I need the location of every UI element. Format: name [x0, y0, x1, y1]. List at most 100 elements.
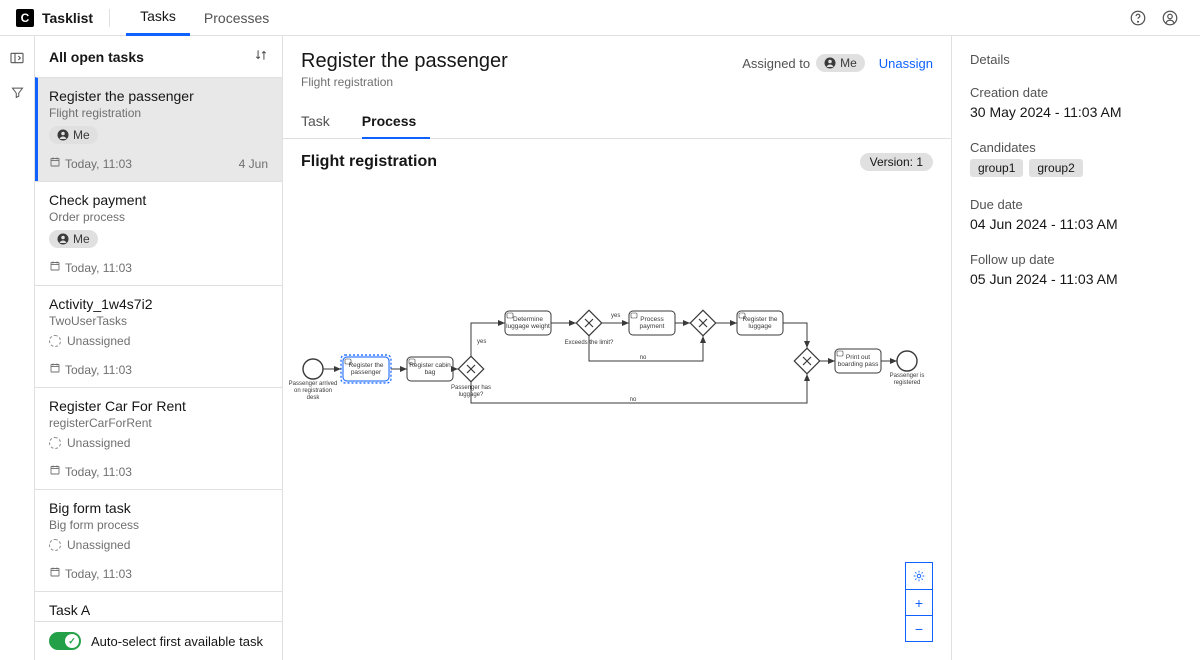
- due-date-label: Due date: [970, 197, 1182, 212]
- followup-date-label: Follow up date: [970, 252, 1182, 267]
- candidate-chip: group2: [1029, 159, 1082, 177]
- svg-text:boarding pass: boarding pass: [838, 361, 880, 368]
- task-sub-tabs: Task Process: [283, 103, 951, 139]
- calendar-icon: [49, 260, 61, 275]
- calendar-icon: [49, 464, 61, 479]
- sub-tab-task[interactable]: Task: [301, 103, 344, 138]
- followup-date-value: 05 Jun 2024 - 11:03 AM: [970, 271, 1182, 287]
- task-item-process: TwoUserTasks: [49, 314, 268, 328]
- top-tab-tasks[interactable]: Tasks: [126, 0, 190, 36]
- process-title: Flight registration: [301, 153, 437, 171]
- bpmn-canvas[interactable]: Passenger arrived on registration desk R…: [283, 179, 951, 660]
- svg-text:Process: Process: [640, 316, 664, 323]
- app-name: Tasklist: [42, 10, 93, 26]
- unassigned-icon: [49, 437, 61, 449]
- app-logo: C: [16, 9, 34, 27]
- user-avatar-icon[interactable]: [1154, 2, 1186, 34]
- calendar-icon: [49, 566, 61, 581]
- task-detail-title: Register the passenger: [301, 50, 508, 73]
- svg-text:Passenger is: Passenger is: [890, 373, 925, 379]
- svg-text:luggage weight: luggage weight: [506, 323, 550, 330]
- unassigned-label: Unassigned: [49, 334, 130, 348]
- details-panel: Details Creation date 30 May 2024 - 11:0…: [952, 36, 1200, 660]
- auto-select-label: Auto-select first available task: [91, 634, 263, 649]
- task-item-process: Flight registration: [49, 106, 268, 120]
- task-list-item[interactable]: Big form task Big form process Unassigned T…: [35, 489, 282, 591]
- task-item-process: Big form process: [49, 518, 268, 532]
- task-item-date: Today, 11:03: [49, 260, 132, 275]
- svg-text:payment: payment: [640, 323, 665, 330]
- details-heading: Details: [970, 52, 1182, 67]
- task-item-title: Task A: [49, 602, 268, 618]
- task-list-item[interactable]: Register Car For RentregisterCarForRentU…: [35, 387, 282, 489]
- candidate-chip: group1: [970, 159, 1023, 177]
- collapse-panel-icon[interactable]: [9, 50, 25, 69]
- task-item-title: Register Car For Rent: [49, 398, 268, 414]
- sidebar-heading: All open tasks: [49, 49, 144, 65]
- task-list-item[interactable]: Register the passengerFlight registratio…: [35, 77, 282, 181]
- task-sidebar: All open tasks Register the passengerFli…: [35, 36, 283, 660]
- top-tabs: TasksProcesses: [126, 0, 283, 36]
- svg-text:Determine: Determine: [513, 316, 543, 323]
- svg-text:Register cabin: Register cabin: [409, 362, 451, 369]
- top-bar: C Tasklist TasksProcesses: [0, 0, 1200, 36]
- task-item-title: Big form task: [49, 500, 268, 516]
- task-item-process: Order process: [49, 210, 268, 224]
- task-list-item[interactable]: Check payment Order process Me Today, 11:03: [35, 181, 282, 285]
- task-list-item[interactable]: Activity_1w4s7i2 TwoUserTasks Unassigned To…: [35, 285, 282, 387]
- unassigned-label: Unassigned: [49, 538, 130, 552]
- svg-text:no: no: [630, 397, 637, 403]
- task-item-date: Today, 11:03: [49, 566, 132, 581]
- calendar-icon: [49, 156, 61, 171]
- version-tag: Version: 1: [860, 153, 933, 171]
- help-icon[interactable]: [1122, 2, 1154, 34]
- assignee-pill: Me: [49, 230, 98, 248]
- calendar-icon: [49, 362, 61, 377]
- task-list-item[interactable]: Task AsimpleProcessUnassignedToday, 11:0…: [35, 591, 282, 621]
- creation-date-label: Creation date: [970, 85, 1182, 100]
- zoom-controls: + −: [905, 562, 933, 642]
- assignee-pill: Me: [49, 126, 98, 144]
- task-item-date: Today, 11:03: [49, 362, 132, 377]
- svg-text:Register the: Register the: [742, 316, 777, 323]
- sort-icon[interactable]: [254, 48, 268, 65]
- due-date-value: 04 Jun 2024 - 11:03 AM: [970, 216, 1182, 232]
- left-rail: [0, 36, 35, 660]
- svg-text:yes: yes: [477, 339, 486, 345]
- auto-select-toggle[interactable]: [49, 632, 81, 650]
- assignee-name: Me: [840, 56, 857, 70]
- creation-date-value: 30 May 2024 - 11:03 AM: [970, 104, 1182, 120]
- zoom-reset-icon[interactable]: [906, 563, 932, 589]
- assigned-to-label: Assigned to: [742, 56, 810, 71]
- unassign-link[interactable]: Unassign: [879, 56, 933, 71]
- assignee-pill: Me: [816, 54, 865, 72]
- zoom-out-button[interactable]: −: [906, 615, 932, 641]
- svg-text:no: no: [640, 355, 647, 361]
- candidates-label: Candidates: [970, 140, 1182, 155]
- bpmn-diagram: Passenger arrived on registration desk R…: [283, 179, 951, 599]
- svg-text:yes: yes: [611, 313, 620, 319]
- sidebar-footer: Auto-select first available task: [35, 621, 282, 660]
- task-item-due: 4 Jun: [239, 157, 268, 171]
- svg-text:bag: bag: [425, 369, 436, 376]
- svg-text:desk: desk: [307, 395, 321, 401]
- svg-text:luggage: luggage: [748, 323, 772, 330]
- unassigned-icon: [49, 539, 61, 551]
- task-item-date: Today, 11:03: [49, 156, 132, 171]
- divider: [109, 9, 110, 27]
- task-item-date: Today, 11:03: [49, 464, 132, 479]
- top-tab-processes[interactable]: Processes: [190, 0, 283, 36]
- task-detail-subtitle: Flight registration: [301, 75, 508, 89]
- unassigned-label: Unassigned: [49, 436, 130, 450]
- zoom-in-button[interactable]: +: [906, 589, 932, 615]
- main-panel: Register the passenger Flight registrati…: [283, 36, 952, 660]
- svg-text:Register the: Register the: [348, 362, 383, 369]
- svg-text:Passenger arrived: Passenger arrived: [289, 381, 338, 387]
- unassigned-icon: [49, 335, 61, 347]
- task-item-title: Activity_1w4s7i2: [49, 296, 268, 312]
- task-item-title: Check payment: [49, 192, 268, 208]
- svg-text:Print out: Print out: [846, 354, 870, 361]
- filter-icon[interactable]: [10, 85, 25, 103]
- sub-tab-process[interactable]: Process: [362, 103, 430, 139]
- svg-text:passenger: passenger: [351, 369, 382, 376]
